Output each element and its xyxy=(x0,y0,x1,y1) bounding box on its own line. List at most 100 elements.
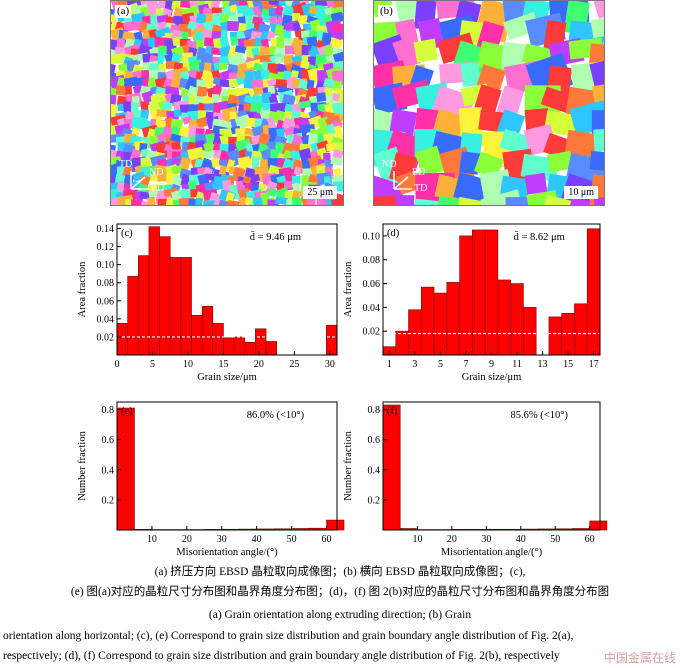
x-tick-label: 20 xyxy=(254,359,264,370)
y-tick-label: 0.06 xyxy=(97,296,115,307)
x-tick-label: 1 xyxy=(387,359,392,370)
caption-en-line1: (a) Grain orientation along extruding di… xyxy=(208,609,472,621)
bar xyxy=(212,323,224,356)
plot-frame xyxy=(116,401,338,531)
axis-label-ed: ED xyxy=(151,183,165,194)
annotation: d̄ = 8.62 μm xyxy=(514,231,565,243)
axis-triad-icon xyxy=(130,171,149,190)
x-axis-label: Grain size/μm xyxy=(197,372,257,383)
x-tick-label: 13 xyxy=(538,359,548,370)
plot-frame xyxy=(116,223,338,356)
ebsd-map-b: (b) ND ED TD 10 μm xyxy=(373,0,605,206)
y-axis-label: Number fraction xyxy=(343,430,354,500)
bar xyxy=(484,229,499,356)
x-tick-label: 15 xyxy=(218,359,228,370)
grain-size-chart-d: 1 3 5 7 9 11 13 15 170.020.040.060.080.10 (d) d̄ =… xyxy=(343,223,601,383)
grain-size-chart-c: 0 5 10 15 20 25 30 0.02 0.04 0.06 0.08 0.10 0.12 0.14… xyxy=(77,223,338,383)
x-tick-label: 15 xyxy=(563,359,573,370)
y-tick-label: 0.12 xyxy=(97,242,115,253)
x-tick-label: 60 xyxy=(322,534,332,545)
y-tick-label: 0.2 xyxy=(368,495,381,506)
panel-label-a: (a) xyxy=(115,5,132,18)
watermark: 中国金属在线 xyxy=(603,651,676,665)
bar xyxy=(446,282,460,356)
panel-label: (f) xyxy=(387,406,398,417)
bar xyxy=(180,257,192,356)
x-tick-label: 30 xyxy=(481,534,491,545)
annotation: 86.0% (<10°) xyxy=(247,410,305,421)
x-tick-label: 50 xyxy=(287,534,297,545)
y-tick-label: 0.02 xyxy=(97,332,115,343)
bar xyxy=(574,303,588,356)
scale-bar: 25 μm xyxy=(303,186,337,199)
y-tick-label: 0.10 xyxy=(97,260,115,271)
x-tick-label: 30 xyxy=(217,534,227,545)
bar xyxy=(265,341,277,356)
x-tick-label: 5 xyxy=(150,359,155,370)
bar xyxy=(523,307,537,356)
bar xyxy=(223,337,235,356)
x-tick-label: 30 xyxy=(325,359,335,370)
axis-label-nd: ND xyxy=(149,167,164,178)
x-tick-label: 3 xyxy=(412,359,417,370)
y-tick-label: 0.04 xyxy=(97,314,115,325)
caption-en-line2: orientation along horizontal; (c), (e) C… xyxy=(3,630,574,642)
annotation: d̄ = 9.46 μm xyxy=(250,231,301,243)
x-tick-label: 60 xyxy=(585,534,595,545)
y-tick-label: 0.8 xyxy=(102,405,115,416)
scale-bar-label: 25 μm xyxy=(307,187,333,198)
annotation: 85.6% (<10°) xyxy=(511,410,569,421)
bar xyxy=(201,305,214,356)
scale-bar-label: 10 μm xyxy=(568,187,594,198)
bar xyxy=(233,336,246,356)
axis-label-nd: ND xyxy=(382,159,397,170)
caption-cn-line1: (a) 挤压方向 EBSD 晶粒取向成像图；(b) 横向 EBSD 晶粒取向成像… xyxy=(154,566,526,578)
bar xyxy=(116,323,128,356)
scale-bar: 10 μm xyxy=(564,186,598,199)
bar xyxy=(191,314,203,356)
bar xyxy=(589,520,608,531)
bar xyxy=(408,309,422,356)
bar xyxy=(472,229,486,356)
bar xyxy=(148,226,160,356)
axis-triad-icon xyxy=(393,171,412,190)
misorientation-chart-e: 10 20 30 40 50 60 0.2 0.4 0.6 0.8 (e) 86.0% (<10°) M… xyxy=(77,401,345,558)
axis-label-td: TD xyxy=(119,159,133,170)
x-tick-label: 10 xyxy=(147,534,157,545)
x-tick-label: 11 xyxy=(512,359,522,370)
bar xyxy=(395,330,409,356)
bar xyxy=(548,316,563,356)
y-tick-label: 0.4 xyxy=(368,465,381,476)
bar xyxy=(497,279,511,356)
y-tick-label: 0.08 xyxy=(97,278,115,289)
x-tick-label: 9 xyxy=(489,359,494,370)
y-axis-label: Area fraction xyxy=(343,261,354,317)
panel-label: (c) xyxy=(121,228,133,239)
x-tick-label: 20 xyxy=(182,534,192,545)
bar xyxy=(433,292,448,356)
y-tick-label: 0.4 xyxy=(102,465,115,476)
bar xyxy=(137,255,150,356)
panel-label-b: (b) xyxy=(378,5,395,18)
caption-en-line3: respectively; (d), (f) Correspond to gra… xyxy=(3,650,560,662)
y-tick-label: 0.2 xyxy=(102,495,115,506)
x-tick-label: 10 xyxy=(183,359,193,370)
y-tick-label: 0.8 xyxy=(368,405,381,416)
bar xyxy=(244,342,256,356)
x-tick-label: 5 xyxy=(438,359,443,370)
x-tick-label: 10 xyxy=(412,534,422,545)
bar xyxy=(169,257,182,356)
x-axis-label: Misorientation angle/(°) xyxy=(441,547,543,558)
x-tick-label: 40 xyxy=(252,534,262,545)
y-tick-label: 0.04 xyxy=(363,303,381,314)
bar xyxy=(116,407,135,531)
y-axis-label: Number fraction xyxy=(77,430,88,500)
x-tick-label: 17 xyxy=(589,359,599,370)
x-tick-label: 20 xyxy=(447,534,457,545)
y-tick-label: 0.08 xyxy=(363,255,381,266)
bar xyxy=(510,283,524,356)
bar xyxy=(459,235,473,356)
bar xyxy=(382,404,401,531)
bar xyxy=(326,324,338,356)
x-tick-label: 0 xyxy=(115,359,120,370)
